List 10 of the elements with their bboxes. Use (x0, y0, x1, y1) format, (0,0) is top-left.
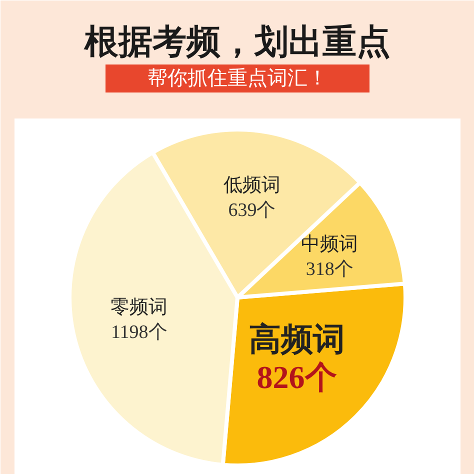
slice-label: 高频词 (248, 321, 345, 358)
data-label: 826个 (256, 359, 337, 396)
slice-label: 中频词 (301, 234, 358, 256)
chart-title: 根据考频，划出重点 (84, 24, 390, 61)
data-label: 318个 (306, 259, 354, 280)
chart-subtitle: 帮你抓住重点词汇！ (148, 68, 328, 90)
data-label: 1198个 (111, 322, 168, 344)
slice-label: 零频词 (110, 297, 168, 318)
slice-label: 低频词 (223, 175, 280, 196)
data-label: 639个 (228, 200, 276, 222)
